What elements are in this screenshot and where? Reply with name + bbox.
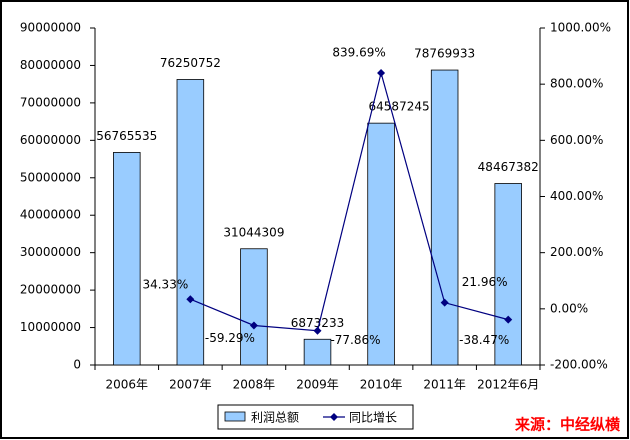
line-marker (440, 298, 449, 307)
y-tick-label: 0 (73, 358, 81, 372)
line-marker (504, 315, 513, 324)
bar (176, 79, 205, 366)
legend-label: 利润总额 (251, 411, 299, 425)
line-value-label: 21.96% (462, 275, 508, 289)
y-tick-label: 60000000 (20, 133, 81, 147)
bar (494, 183, 522, 366)
source-annotation: 来源：中经纵横 (514, 416, 621, 434)
bar-value-label: 76250752 (160, 56, 221, 70)
line-value-label: -38.47% (459, 333, 509, 347)
x-tick-label: 2006年 (106, 378, 149, 392)
x-tick-label: 2008年 (233, 378, 276, 392)
y-tick-label: 20000000 (20, 283, 81, 297)
line (190, 70, 509, 332)
line-value-label: 839.69% (332, 46, 385, 60)
bar (240, 248, 268, 366)
y2-tick-label: 400.00% (550, 189, 603, 203)
bar-value-label: 78769933 (414, 47, 475, 61)
y2-tick-label: 1000.00% (550, 21, 611, 35)
bar (113, 152, 141, 366)
y2-tick-label: -200.00% (550, 358, 608, 372)
bar-value-label: 56765535 (96, 129, 157, 143)
bar (303, 338, 332, 366)
y2-tick-label: 800.00% (550, 77, 603, 91)
bar (430, 69, 459, 366)
x-tick-label: 2012年6月 (477, 378, 539, 392)
y-tick-label: 30000000 (20, 245, 81, 259)
x-tick-label: 2011年 (423, 378, 466, 392)
bar-value-label: 6873233 (291, 316, 344, 330)
line-value-label: -59.29% (205, 331, 255, 345)
legend-box (217, 404, 414, 430)
bar-value-label: 48467382 (478, 160, 539, 174)
y2-tick-label: 600.00% (550, 133, 603, 147)
bar-value-label: 31044309 (223, 225, 284, 239)
line-marker (377, 69, 386, 78)
x-tick-label: 2007年 (169, 378, 212, 392)
line-value-label: 34.33% (142, 278, 188, 292)
y-tick-label: 10000000 (20, 320, 81, 334)
y-tick-label: 70000000 (20, 95, 81, 109)
y2-tick-label: 0.00% (550, 301, 588, 315)
y-tick-label: 90000000 (20, 21, 81, 35)
y-tick-label: 40000000 (20, 208, 81, 222)
legend-label: 同比增长 (349, 411, 397, 425)
x-tick-label: 2009年 (296, 378, 339, 392)
line-marker (249, 321, 258, 330)
y2-tick-label: 200.00% (550, 245, 603, 259)
line-value-label: -77.86% (330, 333, 380, 347)
bar-value-label: 64587245 (369, 100, 430, 114)
legend-marker (330, 413, 338, 421)
legend-swatch (224, 411, 246, 422)
bar (367, 122, 395, 366)
line-marker (313, 326, 322, 335)
y-tick-label: 80000000 (20, 58, 81, 72)
y-tick-label: 50000000 (20, 170, 81, 184)
line-marker (186, 295, 195, 304)
x-tick-label: 2010年 (360, 378, 403, 392)
